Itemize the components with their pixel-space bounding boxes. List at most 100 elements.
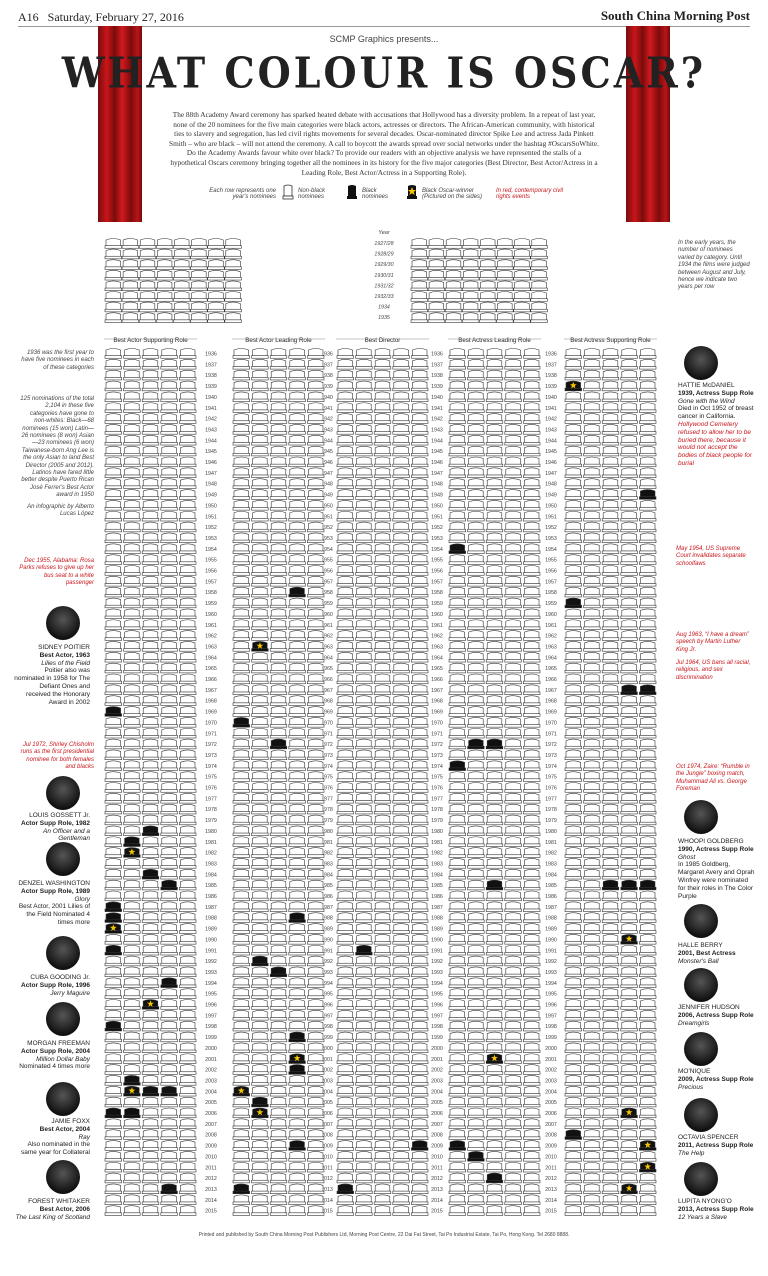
seat xyxy=(355,879,373,891)
seat xyxy=(583,435,601,446)
seat xyxy=(160,727,178,739)
seat xyxy=(138,301,157,313)
seat xyxy=(307,825,325,836)
year-label: 1994 xyxy=(431,981,443,987)
seat xyxy=(601,359,620,370)
seat xyxy=(504,738,522,750)
seat xyxy=(411,923,429,934)
seat xyxy=(601,673,620,685)
seat xyxy=(336,988,354,999)
year-label: 2013 xyxy=(545,1187,557,1193)
seat xyxy=(620,489,638,500)
seat xyxy=(336,912,354,923)
year-label: 1965 xyxy=(321,666,333,672)
seat xyxy=(123,435,141,446)
seat xyxy=(355,1183,373,1194)
seat xyxy=(179,999,197,1010)
seat xyxy=(269,727,288,739)
seat xyxy=(564,836,582,847)
seat xyxy=(504,380,522,392)
year-label: 1997 xyxy=(431,1013,443,1019)
seat xyxy=(141,1118,160,1129)
seat xyxy=(141,500,160,511)
seat xyxy=(583,825,601,836)
seat xyxy=(601,825,620,836)
seat xyxy=(179,1107,197,1119)
seat xyxy=(564,1053,582,1064)
seat xyxy=(564,478,582,489)
seat xyxy=(179,1140,197,1151)
seat xyxy=(504,630,522,641)
seat xyxy=(496,280,514,291)
seat xyxy=(123,500,141,511)
seat xyxy=(288,760,306,771)
seat xyxy=(288,359,306,370)
seat xyxy=(336,348,354,359)
seat xyxy=(485,543,504,554)
seat xyxy=(467,1086,485,1097)
seat xyxy=(123,999,141,1010)
year-label: 1982 xyxy=(321,851,333,857)
seat xyxy=(373,890,392,902)
seat xyxy=(620,619,638,630)
seat xyxy=(392,489,410,500)
seat xyxy=(564,999,582,1010)
seat xyxy=(467,565,485,576)
seat xyxy=(504,652,522,663)
seat xyxy=(411,706,429,717)
seat xyxy=(251,348,269,359)
seat xyxy=(513,291,531,302)
seat xyxy=(104,988,122,999)
seat xyxy=(467,673,485,685)
year-label: 2011 xyxy=(545,1165,556,1171)
star-icon xyxy=(128,1087,136,1094)
seat xyxy=(141,532,160,543)
seat xyxy=(583,500,601,511)
seat xyxy=(601,1129,620,1140)
seat xyxy=(373,727,392,739)
seat xyxy=(444,312,463,323)
seat xyxy=(392,944,410,956)
seat xyxy=(307,1020,325,1032)
seat xyxy=(104,825,122,836)
year-label: 2004 xyxy=(205,1089,217,1095)
seat xyxy=(564,977,582,988)
seat xyxy=(411,684,429,695)
seat xyxy=(601,586,620,598)
seat xyxy=(411,521,429,533)
seat xyxy=(160,413,178,424)
seat xyxy=(620,456,638,468)
black-seat xyxy=(448,1140,466,1151)
seat xyxy=(104,1031,122,1043)
seat xyxy=(620,586,638,598)
seat xyxy=(373,565,392,576)
year-label: 1979 xyxy=(205,818,217,824)
seat xyxy=(160,717,178,728)
year-label: 2004 xyxy=(431,1089,443,1095)
seat xyxy=(392,510,410,522)
seat xyxy=(179,608,197,619)
seat xyxy=(411,1064,429,1075)
seat xyxy=(583,684,601,695)
year-label: 2014 xyxy=(205,1198,217,1204)
seat xyxy=(601,478,620,489)
seat xyxy=(467,1010,485,1021)
seat xyxy=(564,652,582,663)
seat xyxy=(392,652,410,663)
seat xyxy=(601,1118,620,1129)
seat xyxy=(141,1020,160,1032)
seat xyxy=(141,847,160,858)
year-label: 2009 xyxy=(545,1144,557,1150)
year-label: 2010 xyxy=(431,1154,443,1160)
seat xyxy=(179,456,197,468)
seat xyxy=(307,912,325,923)
seat xyxy=(601,554,620,565)
seat xyxy=(179,1151,197,1162)
seat xyxy=(232,977,250,988)
seat xyxy=(160,934,178,945)
year-label: 1942 xyxy=(431,417,443,423)
black-seat xyxy=(104,944,122,956)
seat xyxy=(104,510,122,522)
year-label: 1952 xyxy=(545,525,557,531)
year-label: 1963 xyxy=(321,644,333,650)
